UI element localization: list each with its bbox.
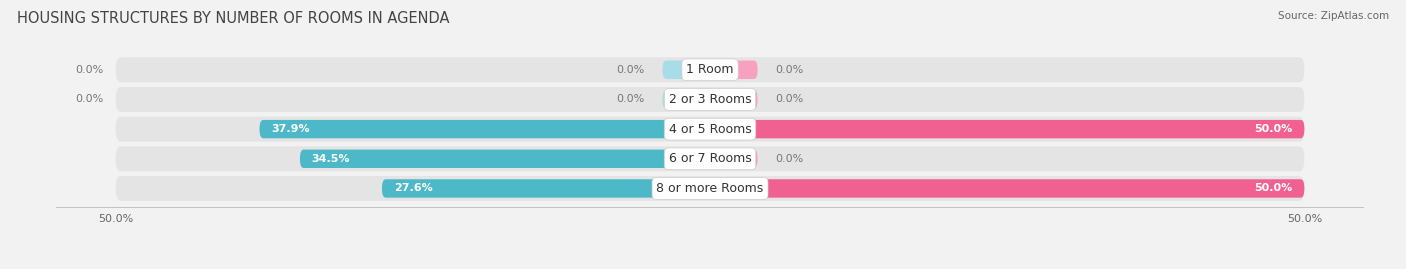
Text: 0.0%: 0.0% [776,65,804,75]
Text: 8 or more Rooms: 8 or more Rooms [657,182,763,195]
FancyBboxPatch shape [662,90,710,109]
FancyBboxPatch shape [710,120,1305,138]
FancyBboxPatch shape [115,117,1305,141]
FancyBboxPatch shape [115,176,1305,201]
Text: 6 or 7 Rooms: 6 or 7 Rooms [669,152,751,165]
Text: 0.0%: 0.0% [76,94,104,104]
Text: 0.0%: 0.0% [776,94,804,104]
FancyBboxPatch shape [260,120,710,138]
Legend: Owner-occupied, Renter-occupied: Owner-occupied, Renter-occupied [579,266,841,269]
FancyBboxPatch shape [710,61,758,79]
FancyBboxPatch shape [662,61,710,79]
Text: 27.6%: 27.6% [394,183,433,193]
FancyBboxPatch shape [115,57,1305,82]
FancyBboxPatch shape [382,179,710,198]
Text: 2 or 3 Rooms: 2 or 3 Rooms [669,93,751,106]
Text: 50.0%: 50.0% [1254,124,1292,134]
FancyBboxPatch shape [710,150,758,168]
FancyBboxPatch shape [710,90,758,109]
FancyBboxPatch shape [115,87,1305,112]
FancyBboxPatch shape [115,146,1305,171]
Text: 50.0%: 50.0% [1254,183,1292,193]
Text: 34.5%: 34.5% [312,154,350,164]
Text: 1 Room: 1 Room [686,63,734,76]
Text: 0.0%: 0.0% [76,65,104,75]
Text: 37.9%: 37.9% [271,124,309,134]
FancyBboxPatch shape [710,179,1305,198]
FancyBboxPatch shape [299,150,710,168]
Text: Source: ZipAtlas.com: Source: ZipAtlas.com [1278,11,1389,21]
Text: 0.0%: 0.0% [616,94,644,104]
Text: 0.0%: 0.0% [616,65,644,75]
Text: 4 or 5 Rooms: 4 or 5 Rooms [669,123,751,136]
Text: HOUSING STRUCTURES BY NUMBER OF ROOMS IN AGENDA: HOUSING STRUCTURES BY NUMBER OF ROOMS IN… [17,11,450,26]
Text: 0.0%: 0.0% [776,154,804,164]
